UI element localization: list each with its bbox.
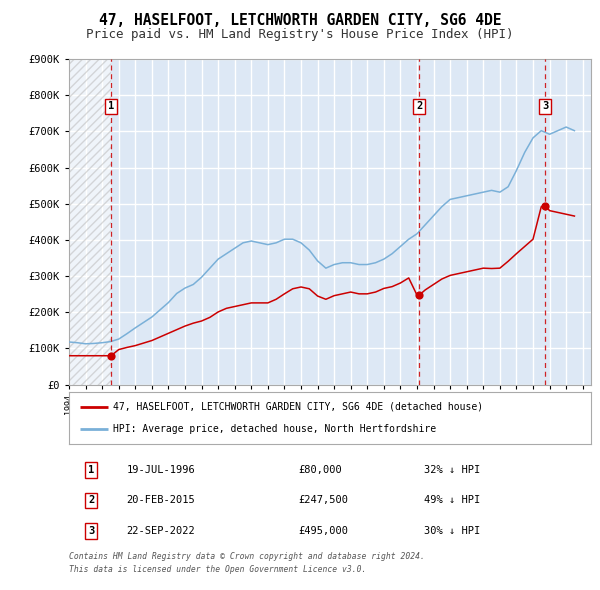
- Text: 2: 2: [416, 101, 422, 112]
- Text: 47, HASELFOOT, LETCHWORTH GARDEN CITY, SG6 4DE (detached house): 47, HASELFOOT, LETCHWORTH GARDEN CITY, S…: [113, 402, 484, 412]
- Text: Contains HM Land Registry data © Crown copyright and database right 2024.: Contains HM Land Registry data © Crown c…: [69, 552, 425, 560]
- Text: 32% ↓ HPI: 32% ↓ HPI: [424, 465, 480, 475]
- Text: This data is licensed under the Open Government Licence v3.0.: This data is licensed under the Open Gov…: [69, 565, 367, 573]
- Text: £80,000: £80,000: [299, 465, 343, 475]
- Text: HPI: Average price, detached house, North Hertfordshire: HPI: Average price, detached house, Nort…: [113, 424, 436, 434]
- Text: 19-JUL-1996: 19-JUL-1996: [127, 465, 195, 475]
- Text: 1: 1: [108, 101, 114, 112]
- Point: [106, 351, 116, 360]
- Text: £495,000: £495,000: [299, 526, 349, 536]
- Bar: [69, 59, 111, 385]
- Text: 22-SEP-2022: 22-SEP-2022: [127, 526, 195, 536]
- Text: 30% ↓ HPI: 30% ↓ HPI: [424, 526, 480, 536]
- Text: Price paid vs. HM Land Registry's House Price Index (HPI): Price paid vs. HM Land Registry's House …: [86, 28, 514, 41]
- Text: 3: 3: [88, 526, 95, 536]
- Point: [540, 201, 550, 210]
- Text: 2: 2: [88, 496, 95, 506]
- Text: £247,500: £247,500: [299, 496, 349, 506]
- Point: [415, 290, 424, 300]
- Text: 20-FEB-2015: 20-FEB-2015: [127, 496, 195, 506]
- Text: 3: 3: [542, 101, 548, 112]
- Text: 1: 1: [88, 465, 95, 475]
- Text: 49% ↓ HPI: 49% ↓ HPI: [424, 496, 480, 506]
- Text: 47, HASELFOOT, LETCHWORTH GARDEN CITY, SG6 4DE: 47, HASELFOOT, LETCHWORTH GARDEN CITY, S…: [99, 13, 501, 28]
